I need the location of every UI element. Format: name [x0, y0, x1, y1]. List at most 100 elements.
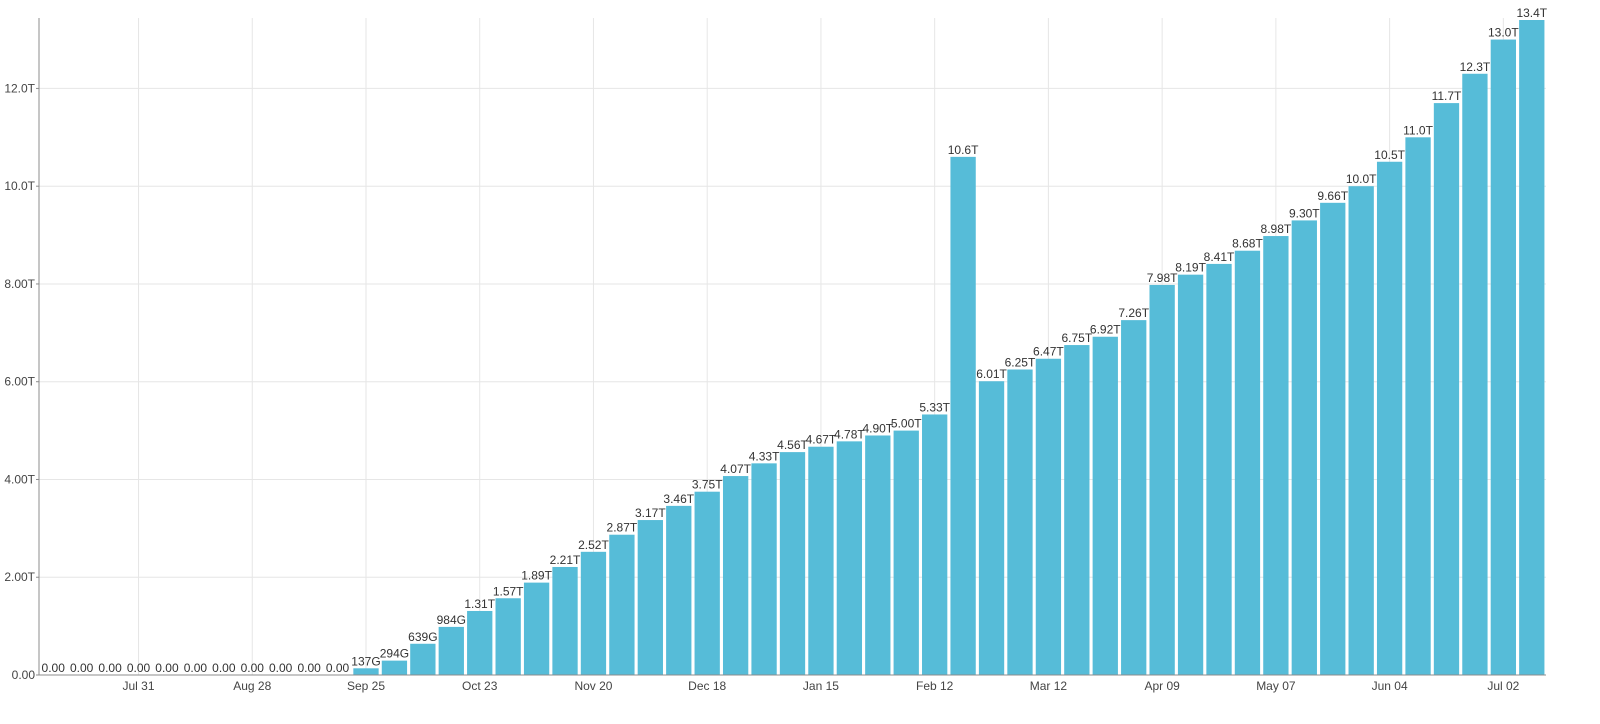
bar-value-label: 0.00	[241, 661, 265, 675]
bar-value-label: 13.4T	[1516, 6, 1547, 20]
bar[interactable]	[978, 381, 1005, 675]
bar[interactable]	[751, 463, 777, 675]
bar[interactable]	[1433, 103, 1460, 675]
bar-value-label: 3.46T	[663, 492, 694, 506]
bar[interactable]	[1376, 161, 1403, 676]
bar-value-label: 7.98T	[1147, 271, 1178, 285]
bar[interactable]	[353, 668, 379, 675]
y-tick-label: 0.00	[12, 668, 36, 682]
bar[interactable]	[637, 520, 663, 675]
axes-layer: 0.00 2.00T 4.00T 6.00T 8.00T 10.0T 12.0T Jul 31…	[4, 18, 1546, 693]
bar[interactable]	[722, 476, 749, 675]
bar-value-label: 4.07T	[720, 462, 751, 476]
bar-value-label: 8.41T	[1204, 250, 1235, 264]
bar[interactable]	[836, 441, 863, 675]
bar-value-label: 1.89T	[521, 569, 552, 583]
y-tick-label: 2.00T	[4, 570, 35, 584]
bar-value-label: 0.00	[42, 661, 66, 675]
x-tick-label: Apr 09	[1144, 679, 1180, 693]
bar-value-label: 2.52T	[578, 538, 609, 552]
bar[interactable]	[1121, 320, 1147, 675]
x-tick-label: Jul 31	[123, 679, 155, 693]
bar-value-label: 1.57T	[493, 584, 524, 598]
bar-value-label: 4.78T	[834, 427, 865, 441]
bar[interactable]	[467, 610, 493, 675]
bar[interactable]	[495, 598, 521, 675]
bar-value-label: 6.25T	[1005, 355, 1036, 369]
data-labels-layer: 0.00 0.00 0.00 0.00 0.00 0.00 0.00 0.00 0.00 0.00…	[42, 6, 1548, 675]
bar-value-label: 5.00T	[891, 417, 922, 431]
bar-value-label: 4.56T	[777, 438, 808, 452]
bar[interactable]	[1490, 39, 1517, 675]
bar-value-label: 6.01T	[976, 367, 1007, 381]
bar[interactable]	[410, 643, 436, 675]
bar-value-label: 11.7T	[1432, 89, 1462, 103]
bar[interactable]	[666, 505, 692, 675]
bar-value-label: 8.68T	[1232, 237, 1263, 251]
bar-value-label: 10.6T	[948, 143, 979, 157]
bar[interactable]	[438, 626, 464, 675]
x-tick-label: Nov 20	[574, 679, 612, 693]
bar[interactable]	[893, 430, 919, 675]
bar[interactable]	[1462, 73, 1488, 675]
bar[interactable]	[1348, 186, 1374, 675]
x-tick-label: Oct 23	[462, 679, 498, 693]
bar[interactable]	[1149, 284, 1175, 675]
bar-value-label: 11.0T	[1403, 123, 1433, 137]
y-tick-label: 6.00T	[4, 375, 35, 389]
bar[interactable]	[609, 534, 635, 675]
bar-value-label: 6.75T	[1061, 331, 1092, 345]
bar-value-label: 294G	[380, 647, 409, 661]
bar-value-label: 0.00	[326, 661, 350, 675]
bar-value-label: 8.98T	[1261, 222, 1292, 236]
bar-value-label: 137G	[351, 654, 380, 668]
bar-value-label: 10.0T	[1346, 172, 1377, 186]
bar[interactable]	[1035, 358, 1062, 675]
bar-value-label: 0.00	[98, 661, 122, 675]
x-tick-label: Dec 18	[688, 679, 726, 693]
bar-value-label: 0.00	[127, 661, 151, 675]
bar-value-label: 6.92T	[1090, 323, 1121, 337]
bar[interactable]	[1064, 345, 1090, 675]
bar[interactable]	[1092, 336, 1118, 675]
bar[interactable]	[694, 491, 720, 675]
bar-value-label: 4.67T	[806, 433, 837, 447]
bar[interactable]	[1234, 250, 1261, 675]
bar[interactable]	[580, 551, 607, 675]
bar[interactable]	[1263, 236, 1289, 675]
bar-value-label: 2.21T	[550, 553, 581, 567]
bar[interactable]	[1177, 274, 1204, 675]
x-tick-label: Jan 15	[803, 679, 839, 693]
x-tick-label: May 07	[1256, 679, 1296, 693]
bar-value-label: 0.00	[184, 661, 208, 675]
bar[interactable]	[1291, 220, 1317, 675]
bar[interactable]	[1519, 20, 1545, 675]
bar[interactable]	[552, 566, 578, 675]
bar-value-label: 12.3T	[1460, 60, 1491, 74]
bar[interactable]	[808, 446, 834, 675]
bar[interactable]	[950, 156, 976, 676]
bar-value-label: 0.00	[212, 661, 236, 675]
bar-value-label: 4.33T	[749, 449, 780, 463]
bar[interactable]	[1007, 369, 1033, 675]
bar[interactable]	[779, 452, 806, 675]
bar-value-label: 0.00	[70, 661, 94, 675]
bar[interactable]	[1405, 137, 1431, 676]
bar-value-label: 3.17T	[635, 506, 666, 520]
bar-value-label: 984G	[437, 613, 466, 627]
bar-value-label: 0.00	[269, 661, 293, 675]
bar[interactable]	[1320, 202, 1346, 676]
x-tick-label: Mar 12	[1030, 679, 1068, 693]
bar-value-label: 0.00	[155, 661, 179, 675]
bar-value-label: 639G	[408, 630, 437, 644]
bar-value-label: 10.5T	[1374, 148, 1405, 162]
bar[interactable]	[865, 435, 891, 675]
y-tick-label: 10.0T	[4, 179, 35, 193]
bar[interactable]	[523, 582, 550, 675]
bar[interactable]	[381, 660, 408, 675]
y-tick-label: 8.00T	[4, 277, 35, 291]
bar[interactable]	[1206, 263, 1232, 675]
bar[interactable]	[922, 414, 948, 675]
bar-value-label: 2.87T	[607, 521, 638, 535]
